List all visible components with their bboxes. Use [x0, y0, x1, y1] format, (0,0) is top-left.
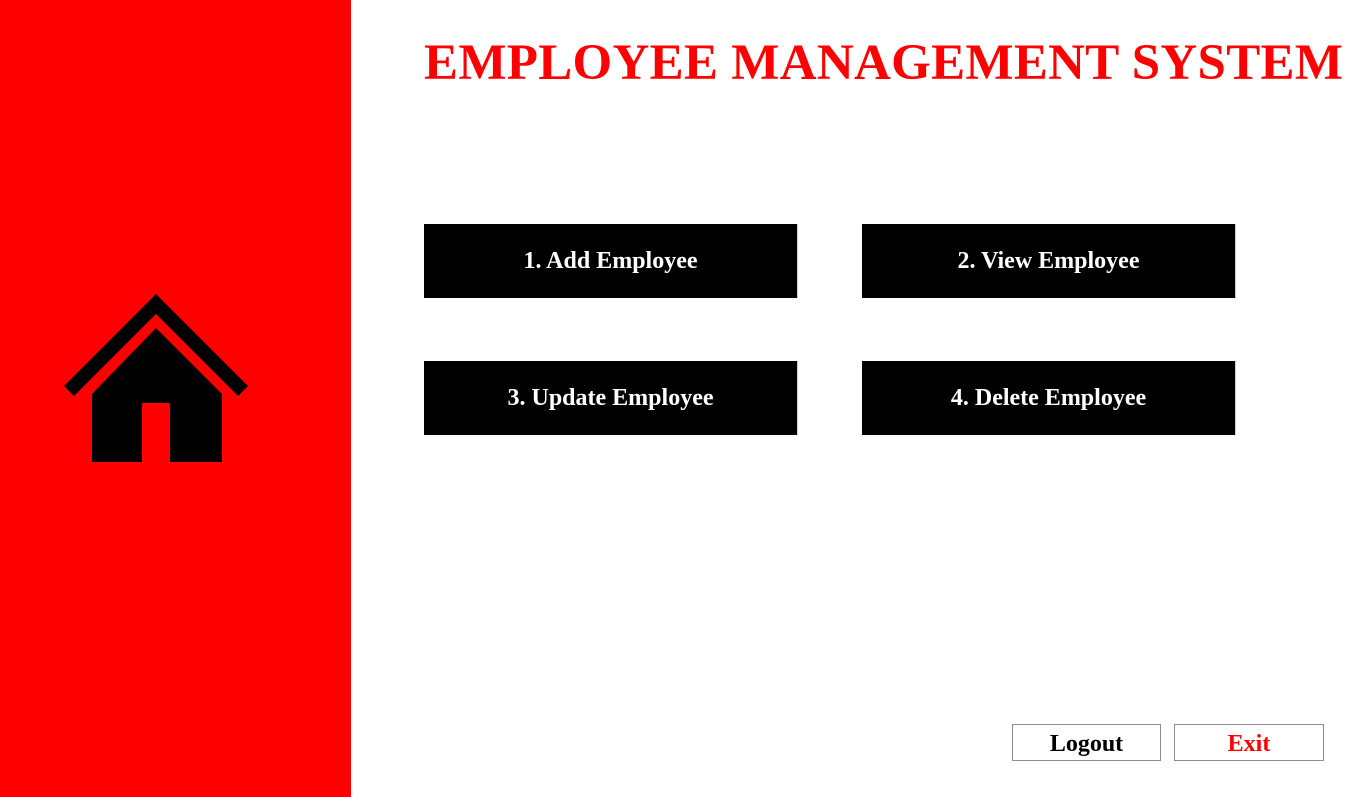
home-icon	[64, 294, 248, 462]
add-employee-button[interactable]: 1. Add Employee	[424, 224, 798, 298]
logout-button[interactable]: Logout	[1012, 724, 1161, 761]
exit-button[interactable]: Exit	[1174, 724, 1324, 761]
sidebar	[0, 0, 351, 797]
update-employee-button[interactable]: 3. Update Employee	[424, 361, 798, 435]
page-title: EMPLOYEE MANAGEMENT SYSTEM	[424, 35, 1344, 91]
view-employee-button[interactable]: 2. View Employee	[862, 224, 1236, 298]
delete-employee-button[interactable]: 4. Delete Employee	[862, 361, 1236, 435]
